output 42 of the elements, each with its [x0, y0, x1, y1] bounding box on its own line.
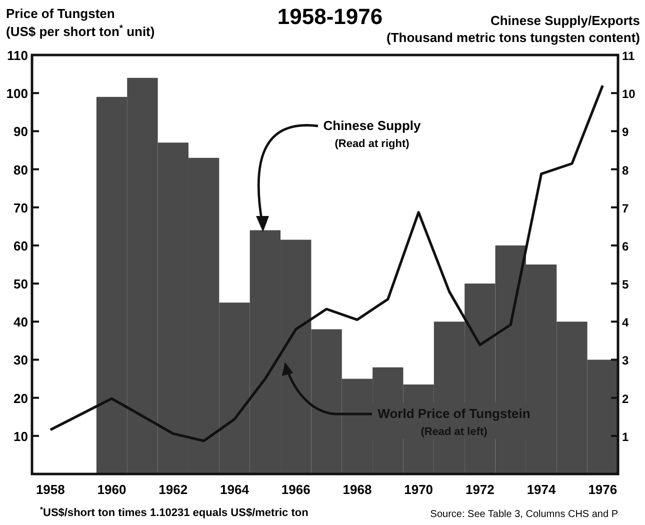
y-tick-label: 100 [6, 86, 28, 102]
annotation: (Read at left) [420, 426, 488, 438]
y2-tick-label: 10 [622, 87, 636, 102]
y2-tick-label: 3 [622, 354, 629, 368]
x-tick-label: 1970 [404, 482, 434, 497]
y-tick-label: 10 [14, 428, 28, 444]
source-note: Source: See Table 3, Columns CHS and P [430, 509, 618, 520]
y-axis-title: Price of Tungsten (US$ per short ton$^{*}$ unit) [6, 6, 155, 39]
x-tick-label: 1974 [526, 482, 557, 497]
text: $^{*}$US$/short ton times 1.10231 equals US$/metric ton [40, 504, 309, 519]
y2-tick-label: 8 [622, 163, 629, 178]
text: World Price of Tungstein [378, 406, 530, 421]
y-tick-label: 50 [14, 276, 28, 292]
y2-tick-label: 5 [622, 278, 629, 292]
y-tick-label: 90 [14, 124, 28, 140]
text: Chinese Supply [323, 118, 422, 133]
chart-title: 1958-1976 [277, 4, 383, 29]
y-tick-label: 20 [14, 390, 28, 406]
x-tick-label: 1964 [220, 482, 250, 497]
y2-tick-label: 1 [622, 430, 629, 444]
annotation: (Read at right) [334, 138, 410, 150]
y2-tick-label: 9 [622, 125, 629, 140]
x-tick-label: 1968 [342, 482, 372, 497]
y-tick-label: 110 [7, 48, 28, 63]
x-tick-label: 1972 [465, 482, 494, 497]
y-tick-label: 40 [14, 314, 28, 330]
y-tick-label: 70 [14, 200, 28, 216]
y-tick-label: 60 [14, 238, 28, 254]
x-tick-label: 1962 [158, 482, 188, 497]
x-tick-label: 1958 [36, 482, 65, 497]
line-series [49, 84, 604, 442]
x-tick-label: 1976 [588, 482, 618, 497]
y-tick-label: 30 [14, 352, 28, 368]
x-tick-label: 1966 [281, 482, 310, 497]
y2-axis-title: Chinese Supply/Exports (Thousand metric tons tungsten content) [386, 13, 640, 45]
y-tick-label: 80 [14, 162, 28, 178]
y2-tick-label: 7 [622, 201, 629, 216]
x-tick-label: 1960 [97, 482, 126, 497]
y2-tick-label: 4 [622, 316, 629, 330]
y2-tick-label: 2 [622, 392, 629, 406]
y2-tick-label: 6 [622, 239, 629, 254]
y2-tick-label: 11 [622, 49, 636, 63]
